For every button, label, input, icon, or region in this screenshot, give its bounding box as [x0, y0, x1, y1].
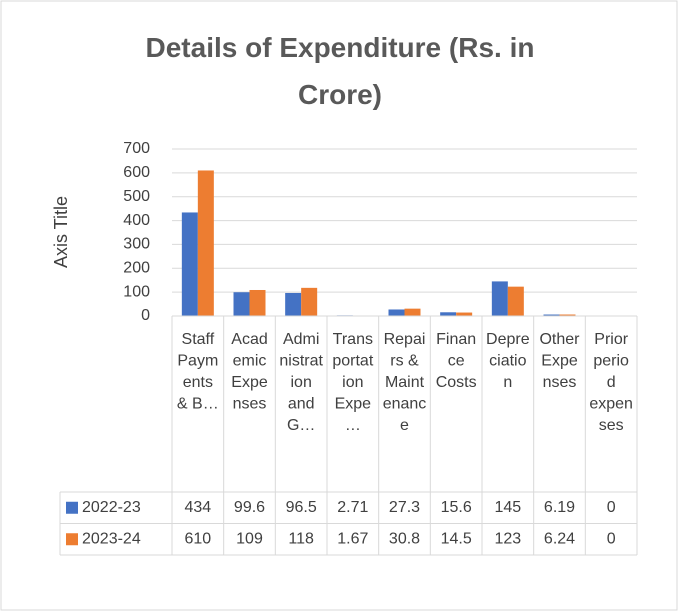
table-value: 15.6: [441, 499, 472, 516]
table-value: 14.5: [441, 530, 472, 547]
table-value: 30.8: [389, 530, 420, 547]
y-tick-label: 500: [123, 188, 150, 205]
bar: [559, 314, 576, 316]
bar: [543, 314, 560, 316]
x-tick-label: Trans portat ion Expe…: [332, 331, 373, 434]
y-tick-label: 200: [123, 260, 150, 277]
bar: [249, 289, 266, 316]
bar: [197, 170, 214, 316]
legend-label: 2022-23: [82, 499, 141, 516]
bar: [181, 212, 198, 316]
table-value: 6.19: [544, 499, 575, 516]
x-tick-label: Prior perio d expen ses: [589, 331, 633, 434]
x-tick-label: Staff Paym ents & B…: [177, 331, 219, 413]
bar: [491, 281, 508, 316]
table-value: 118: [288, 530, 314, 547]
table-value: 145: [494, 499, 521, 516]
chart-title: Details of Expenditure (Rs. in Crore): [146, 32, 535, 110]
bar: [301, 287, 318, 316]
table-value: 99.6: [234, 499, 265, 516]
x-tick-label: Repai rs & Maint enanc e: [383, 331, 427, 434]
table-value: 6.24: [544, 530, 575, 547]
table-value: 109: [236, 530, 263, 547]
table-value: 0: [607, 499, 616, 516]
x-tick-label: Other Expe nses: [539, 331, 580, 391]
legend-swatch: [66, 533, 78, 546]
y-tick-label: 0: [141, 307, 150, 324]
y-axis-title: Axis Title: [51, 196, 71, 268]
x-tick-label: Depre ciatio n: [486, 331, 530, 391]
y-tick-label: 400: [123, 212, 150, 229]
y-tick-label: 700: [123, 140, 150, 157]
table-value: 123: [494, 530, 521, 547]
bar: [440, 312, 457, 316]
y-tick-label: 300: [123, 236, 150, 253]
y-tick-label: 100: [123, 283, 150, 300]
bar: [285, 292, 302, 316]
table-value: 96.5: [286, 499, 317, 516]
table-value: 2.71: [337, 499, 368, 516]
legend-swatch: [66, 501, 78, 514]
table-value: 0: [607, 530, 616, 547]
table-value: 1.67: [337, 530, 368, 547]
bar: [233, 292, 250, 316]
table-value: 27.3: [389, 499, 420, 516]
x-tick-label: Admi nistrat ion and G…: [279, 331, 323, 434]
legend-label: 2023-24: [82, 530, 141, 547]
bar: [404, 308, 421, 316]
x-tick-label: Acad emic Expe nses: [231, 331, 268, 413]
y-tick-label: 600: [123, 164, 150, 181]
table-value: 434: [184, 499, 211, 516]
bar: [388, 309, 405, 316]
x-tick-label: Finan ce Costs: [436, 331, 477, 391]
bar: [456, 312, 473, 316]
bar: [507, 286, 524, 316]
table-value: 610: [184, 530, 211, 547]
